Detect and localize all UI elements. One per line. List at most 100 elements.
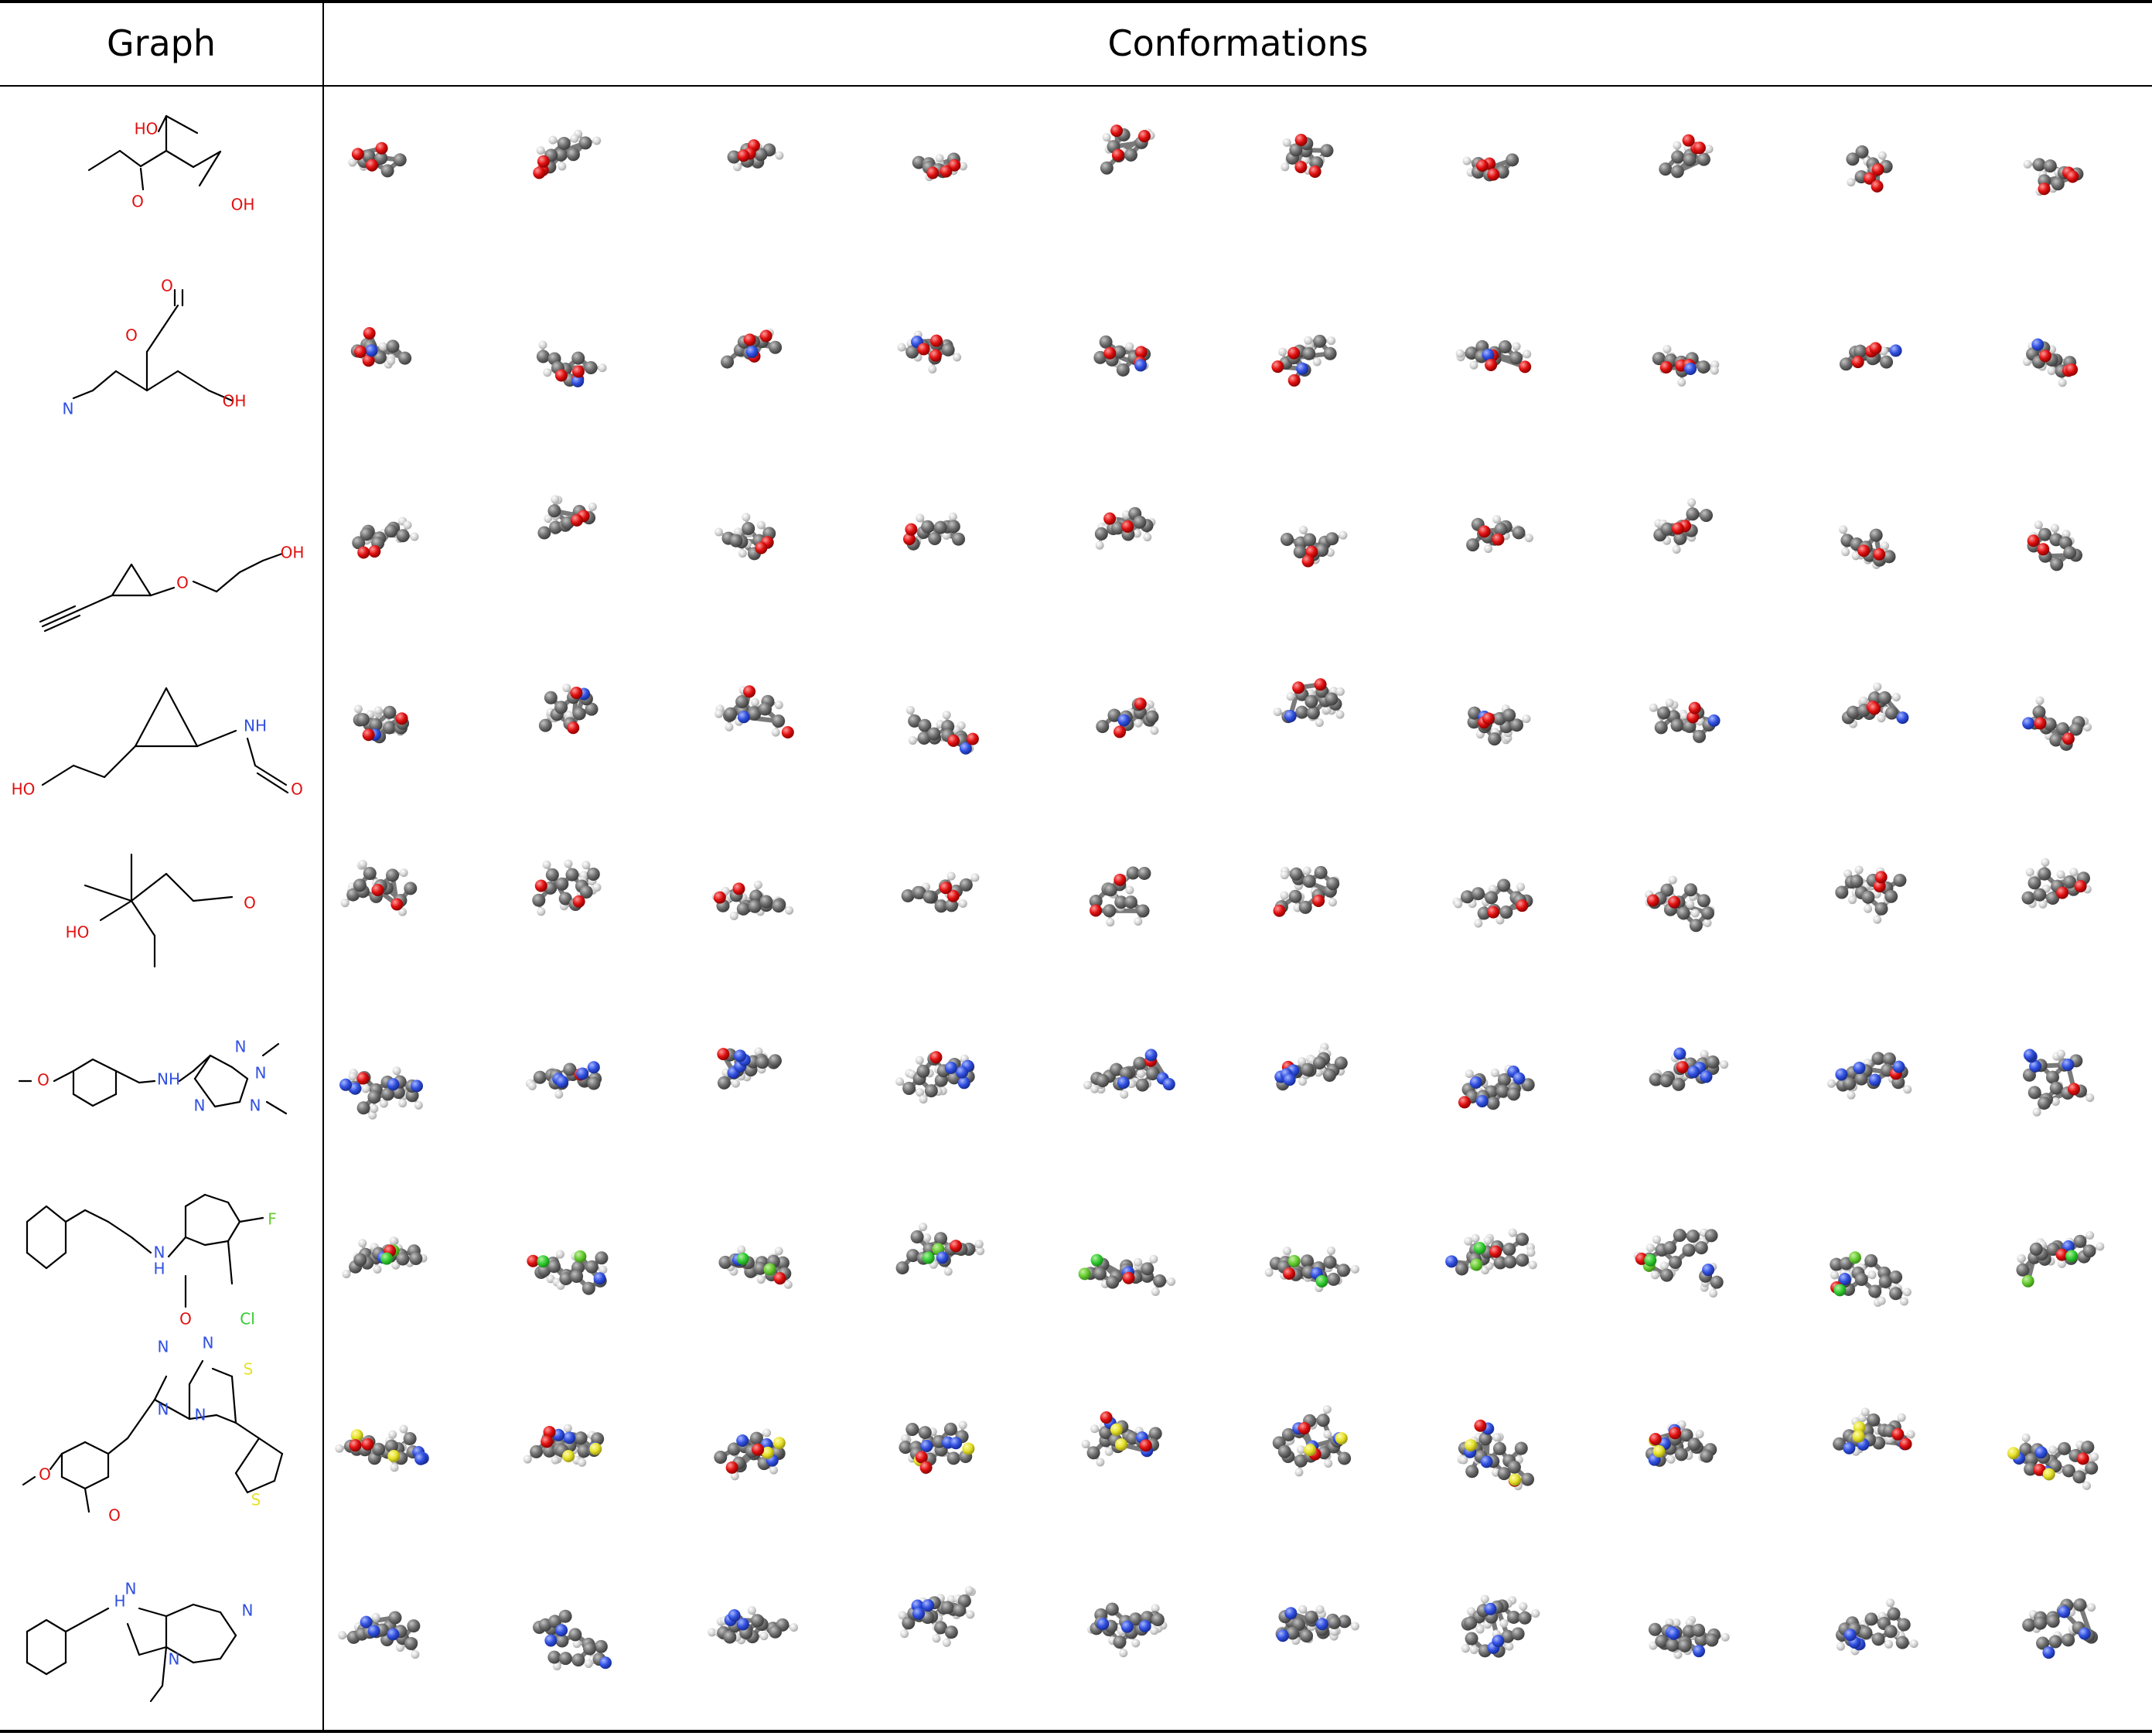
carbon-atom (1100, 161, 1114, 175)
hydrogen-atom (2056, 870, 2065, 879)
carbon-atom (396, 529, 410, 543)
conformer-1-10 (2023, 158, 2084, 196)
nitrogen-atom (936, 1251, 949, 1264)
carbon-atom (352, 536, 366, 550)
hydrogen-atom (1083, 1080, 1092, 1090)
carbon-atom (1327, 1615, 1341, 1629)
hydrogen-atom (733, 162, 742, 172)
conformer-5-9 (1835, 865, 1907, 924)
nitrogen-atom (1684, 362, 1697, 375)
carbon-atom (1687, 1438, 1701, 1451)
carbon-atom (753, 1261, 767, 1275)
hydrogen-atom (1847, 1090, 1856, 1100)
hydrogen-atom (1686, 899, 1695, 909)
carbon-atom (754, 148, 768, 162)
carbon-atom (717, 1076, 731, 1090)
carbon-atom (2038, 867, 2051, 881)
oxygen-atom (1103, 512, 1117, 525)
nitrogen-atom (1138, 1619, 1151, 1632)
carbon-atom (1854, 1273, 1868, 1287)
carbon-atom (953, 1603, 967, 1617)
fluorine-atom (1078, 1267, 1091, 1281)
carbon-atom (772, 715, 786, 728)
carbon-atom (1697, 152, 1710, 166)
hydrogen-atom (1492, 1433, 1502, 1442)
hydrogen-atom (338, 1631, 347, 1640)
hydrogen-atom (1143, 533, 1152, 542)
hydrogen-atom (895, 1077, 904, 1086)
carbon-atom (759, 895, 773, 909)
carbon-atom (570, 1270, 584, 1284)
carbon-atom (1855, 145, 1869, 159)
conformer-2-8 (1652, 345, 1720, 387)
conformer-7-2 (527, 1250, 609, 1295)
hydrogen-atom (403, 520, 412, 530)
sulfur-atom (772, 1437, 786, 1450)
hydrogen-atom (358, 859, 367, 868)
atom-label: O (108, 1506, 121, 1525)
graph-structure-8: N N S N N O O S (22, 1334, 284, 1525)
carbon-atom (1302, 346, 1316, 360)
oxygen-atom (1492, 533, 1505, 546)
hydrogen-atom (1886, 1598, 1895, 1608)
carbon-atom (398, 351, 412, 365)
hydrogen-atom (932, 1634, 941, 1643)
carbon-atom (1301, 1062, 1315, 1076)
conformer-9-8 (1648, 1615, 1730, 1659)
conformer-4-3 (714, 685, 794, 738)
carbon-atom (2022, 1618, 2036, 1632)
hydrogen-atom (923, 1233, 932, 1243)
hydrogen-atom (414, 1100, 423, 1110)
hydrogen-atom (1469, 1646, 1478, 1655)
oxygen-atom (1478, 525, 1491, 538)
nitrogen-atom (1162, 1078, 1175, 1091)
carbon-atom (1145, 710, 1159, 724)
conformer-3-2 (537, 495, 597, 540)
carbon-atom (577, 1444, 591, 1458)
conformer-4-2 (538, 684, 599, 735)
oxygen-atom (1312, 894, 1325, 907)
conformer-2-10 (2023, 338, 2079, 387)
nitrogen-atom (593, 1272, 606, 1285)
hydrogen-atom (783, 1280, 793, 1289)
carbon-atom (405, 1089, 419, 1103)
conformer-6-1 (339, 1066, 424, 1120)
hydrogen-atom (1687, 498, 1697, 507)
carbon-atom (1501, 1629, 1515, 1643)
hydrogen-atom (598, 363, 607, 373)
carbon-atom (1093, 350, 1107, 364)
oxygen-atom (732, 882, 745, 895)
oxygen-atom (533, 166, 546, 179)
oxygen-atom (571, 365, 585, 378)
hydrogen-atom (1665, 698, 1674, 708)
carbon-atom (1516, 1253, 1530, 1267)
carbon-atom (1124, 895, 1137, 909)
hydrogen-atom (554, 1090, 564, 1099)
carbon-atom (2081, 1441, 2095, 1455)
carbon-atom (547, 504, 561, 518)
carbon-atom (1682, 1243, 1696, 1257)
oxygen-atom (1891, 1427, 1905, 1441)
carbon-atom (2055, 721, 2069, 735)
conformer-1-9 (1846, 145, 1893, 193)
carbon-atom (1659, 162, 1673, 176)
hydrogen-atom (543, 368, 552, 377)
hydrogen-atom (340, 899, 350, 908)
carbon-atom (1507, 1460, 1521, 1474)
hydrogen-atom (1299, 525, 1308, 534)
hydrogen-atom (958, 899, 967, 908)
nitrogen-atom (736, 1434, 749, 1447)
oxygen-atom (743, 333, 756, 346)
carbon-atom (1277, 1444, 1291, 1458)
hydrogen-atom (1328, 898, 1337, 907)
carbon-atom (1864, 1612, 1878, 1626)
hydrogen-atom (1339, 530, 1348, 540)
hydrogen-atom (410, 532, 419, 541)
carbon-atom (548, 1615, 562, 1629)
oxygen-atom (1676, 1061, 1689, 1074)
chlorine-atom (736, 1252, 749, 1265)
oxygen-atom (1487, 168, 1500, 181)
carbon-atom (586, 867, 600, 881)
oxygen-atom (1308, 165, 1322, 178)
